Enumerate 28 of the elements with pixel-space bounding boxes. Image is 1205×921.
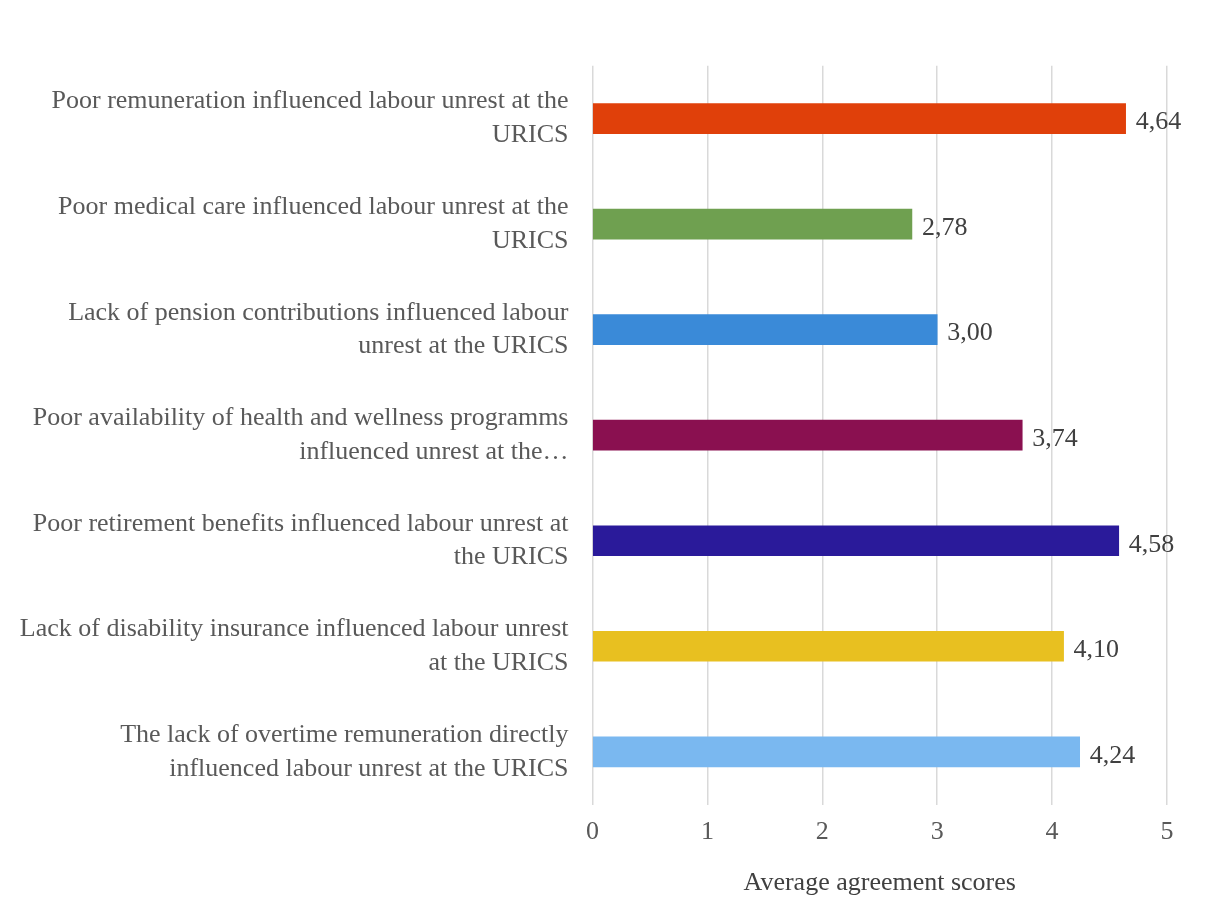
y-tick-label: Poor medical care influenced labour unrest at the URICS: [58, 191, 569, 254]
y-tick-label: Poor availability of health and wellness programms influenced unrest at the…: [32, 402, 569, 465]
data-label: 4,24: [1089, 739, 1136, 769]
data-label: 4,58: [1128, 528, 1175, 558]
x-tick-label: 3: [930, 816, 944, 846]
x-tick-label: 2: [815, 816, 829, 846]
data-label: 2,78: [921, 211, 968, 241]
y-tick-label: Lack of pension contributions influenced labour unrest at the URICS: [68, 296, 569, 360]
y-tick-label: Poor remuneration influenced labour unrest at the URICS: [51, 85, 569, 149]
y-tick-label: Poor retirement benefits influenced labour unrest at the URICS: [32, 507, 570, 571]
data-label: 4,10: [1073, 634, 1120, 664]
x-tick-label: 1: [700, 816, 714, 846]
bar: [592, 314, 938, 345]
x-tick-label: 4: [1045, 816, 1059, 846]
bar: [592, 630, 1064, 662]
y-tick-label: Lack of disability insurance influenced labour unrest at the URICS: [19, 613, 570, 677]
x-tick-label: 5: [1160, 816, 1174, 846]
bar: [592, 736, 1081, 768]
bar: [592, 208, 913, 240]
data-label: 3,00: [947, 317, 993, 347]
data-label: 4,64: [1135, 106, 1182, 136]
bar: [592, 525, 1120, 557]
x-tick-label: 0: [586, 816, 599, 846]
bar: [592, 103, 1126, 134]
x-axis-title: Average agreement scores: [743, 867, 1016, 897]
bar: [592, 419, 1023, 451]
data-label: 3,74: [1032, 423, 1078, 453]
y-tick-label: The lack of overtime remuneration directly influenced labour unrest at the URICS: [120, 718, 569, 782]
